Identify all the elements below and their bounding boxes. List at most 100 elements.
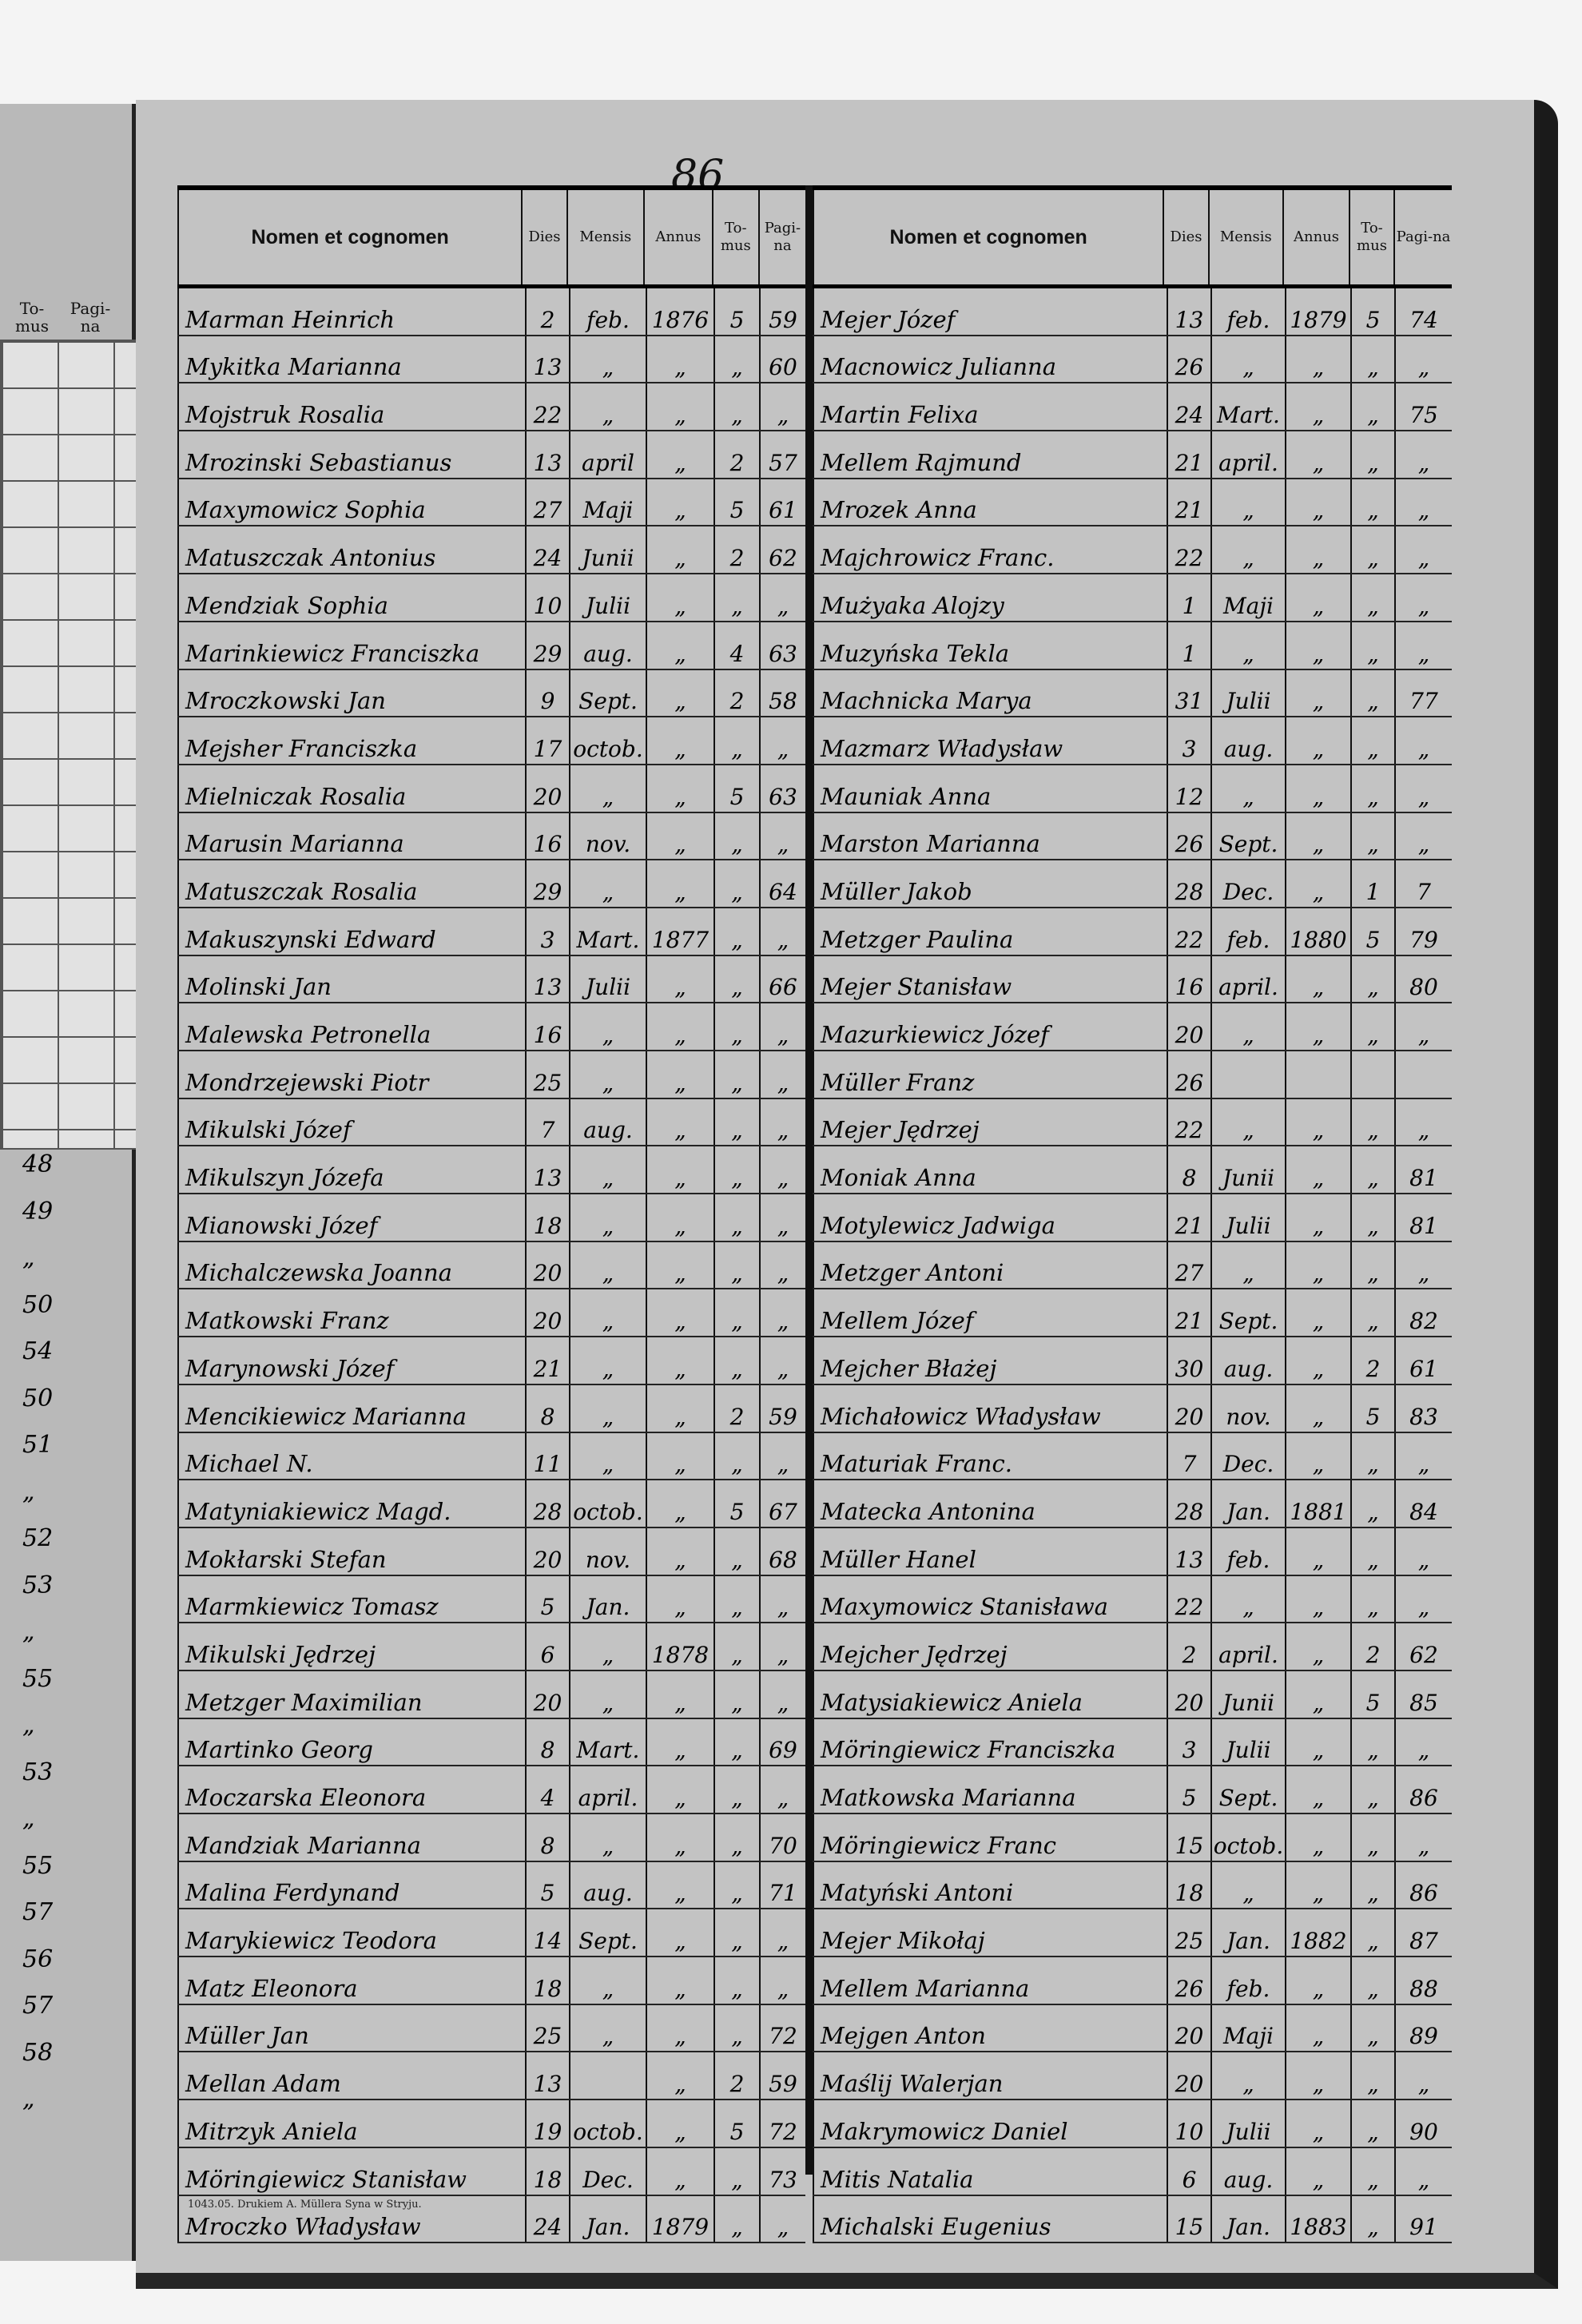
cell-tomus: 2: [713, 526, 759, 574]
cell-name: Muzyńska Tekla: [813, 622, 1167, 669]
cell-tomus: „: [713, 955, 759, 1003]
cell-name: Mandziak Marianna: [177, 1814, 525, 1861]
cell-tomus: „: [1350, 574, 1394, 621]
table-row: Müller Hanel 13 feb. „ „ „: [813, 1527, 1452, 1576]
cell-dies: 27: [1167, 1241, 1210, 1289]
cell-dies: 8: [525, 1384, 569, 1432]
column-header-annus: Annus: [1282, 190, 1349, 284]
cell-dies: 16: [525, 1003, 569, 1050]
cell-annus: „: [646, 2147, 713, 2195]
cell-name: Maxymowicz Sophia: [177, 479, 525, 526]
cell-pagina: 59: [759, 1384, 805, 1432]
cell-pagina: 63: [759, 765, 805, 812]
left-pagina-value: „: [22, 2085, 35, 2113]
table-row: Makrymowicz Daniel 10 Julii „ „ 90: [813, 2100, 1452, 2148]
cell-pagina: 89: [1394, 2004, 1452, 2052]
cell-tomus: „: [1350, 1527, 1394, 1575]
cell-name: Marman Heinrich: [177, 288, 525, 335]
cell-tomus: 5: [1350, 288, 1394, 335]
cell-tomus: 5: [713, 765, 759, 812]
cell-dies: 20: [1167, 2052, 1210, 2100]
cell-mensis: aug.: [569, 622, 646, 669]
cell-dies: 15: [1167, 1814, 1210, 1861]
cell-mensis: „: [569, 1957, 646, 2004]
table-row: Mencikiewicz Marianna 8 „ „ 2 59: [177, 1384, 805, 1433]
left-pagina-value: 53: [22, 1571, 54, 1599]
cell-pagina: 61: [1394, 1337, 1452, 1384]
cell-annus: „: [646, 717, 713, 764]
left-pagina-value: 55: [22, 1851, 54, 1880]
cell-dies: 2: [525, 288, 569, 335]
left-pagina-value: 57: [22, 1992, 54, 2020]
cell-tomus: „: [1350, 1957, 1394, 2004]
cell-mensis: Junii: [569, 526, 646, 574]
table-row: Michalczewska Joanna 20 „ „ „ „: [177, 1241, 805, 1290]
cell-pagina: „: [759, 812, 805, 860]
cell-pagina: 88: [1394, 1957, 1452, 2004]
cell-mensis: Sept.: [1210, 1289, 1285, 1337]
cell-pagina: „: [759, 1241, 805, 1289]
cell-name: Mejcher Jędrzej: [813, 1623, 1167, 1670]
cell-dies: 13: [525, 1146, 569, 1194]
cell-mensis: Julii: [1210, 1718, 1285, 1766]
cell-mensis: feb.: [569, 288, 646, 335]
cell-mensis: Julii: [569, 955, 646, 1003]
cell-annus: „: [646, 955, 713, 1003]
right-register-table: Nomen et cognomen Dies Mensis Annus To-mus Pa…: [813, 185, 1452, 2244]
cell-pagina: „: [1394, 1003, 1452, 1050]
cell-dies: 22: [1167, 526, 1210, 574]
cell-tomus: „: [713, 1575, 759, 1623]
table-row: Maxymowicz Stanisława 22 „ „ „ „: [813, 1575, 1452, 1624]
cell-mensis: „: [569, 1194, 646, 1241]
cell-tomus: „: [1350, 2147, 1394, 2195]
cell-mensis: Maji: [1210, 574, 1285, 621]
cell-annus: „: [646, 622, 713, 669]
cell-annus: „: [1285, 574, 1350, 621]
table-row: Mejsher Franciszka 17 octob. „ „ „: [177, 717, 805, 765]
cell-annus: 1880: [1285, 908, 1350, 955]
cell-tomus: „: [1350, 1861, 1394, 1909]
table-row: Mikulski Józef 7 aug. „ „ „: [177, 1098, 805, 1147]
cell-pagina: „: [1394, 765, 1452, 812]
cell-annus: 1879: [646, 2195, 713, 2243]
cell-name: Müller Franz: [813, 1051, 1167, 1098]
cell-tomus: „: [713, 2195, 759, 2243]
cell-annus: „: [1285, 717, 1350, 764]
table-row: Möringiewicz Franc 15 octob. „ „ „: [813, 1814, 1452, 1862]
cell-name: Möringiewicz Stanisław: [177, 2147, 525, 2195]
cell-tomus: „: [1350, 1432, 1394, 1480]
column-header-mensis: Mensis: [566, 190, 644, 284]
cell-name: Mendziak Sophia: [177, 574, 525, 621]
table-row: Mazurkiewicz Józef 20 „ „ „ „: [813, 1003, 1452, 1051]
table-row: Majchrowicz Franc. 22 „ „ „ „: [813, 526, 1452, 575]
cell-tomus: „: [1350, 1146, 1394, 1194]
cell-annus: „: [646, 1909, 713, 1957]
cell-pagina: „: [759, 1194, 805, 1241]
left-pagina-header: Pagi-na: [70, 299, 111, 336]
cell-tomus: „: [1350, 336, 1394, 383]
cell-annus: 1879: [1285, 288, 1350, 335]
cell-tomus: „: [713, 1623, 759, 1670]
cell-pagina: 86: [1394, 1861, 1452, 1909]
cell-mensis: Jan.: [569, 2195, 646, 2243]
table-row: Mielniczak Rosalia 20 „ „ 5 63: [177, 765, 805, 813]
cell-mensis: Jan.: [1210, 2195, 1285, 2243]
cell-dies: 24: [525, 526, 569, 574]
cell-pagina: „: [1394, 1718, 1452, 1766]
cell-pagina: 7: [1394, 860, 1452, 907]
cell-mensis: Maji: [569, 479, 646, 526]
cell-name: Mejcher Błażej: [813, 1337, 1167, 1384]
cell-pagina: 69: [759, 1718, 805, 1766]
cell-pagina: „: [759, 1432, 805, 1480]
cell-tomus: „: [713, 574, 759, 621]
cell-tomus: „: [1350, 1480, 1394, 1527]
cell-annus: „: [1285, 1814, 1350, 1861]
cell-annus: „: [646, 574, 713, 621]
cell-dies: 25: [525, 1051, 569, 1098]
cell-mensis: aug.: [1210, 717, 1285, 764]
cell-mensis: „: [1210, 1241, 1285, 1289]
cell-dies: 26: [1167, 1957, 1210, 2004]
cell-name: Mroczkowski Jan: [177, 669, 525, 717]
page-number: 86: [671, 152, 725, 200]
cell-tomus: „: [713, 383, 759, 431]
